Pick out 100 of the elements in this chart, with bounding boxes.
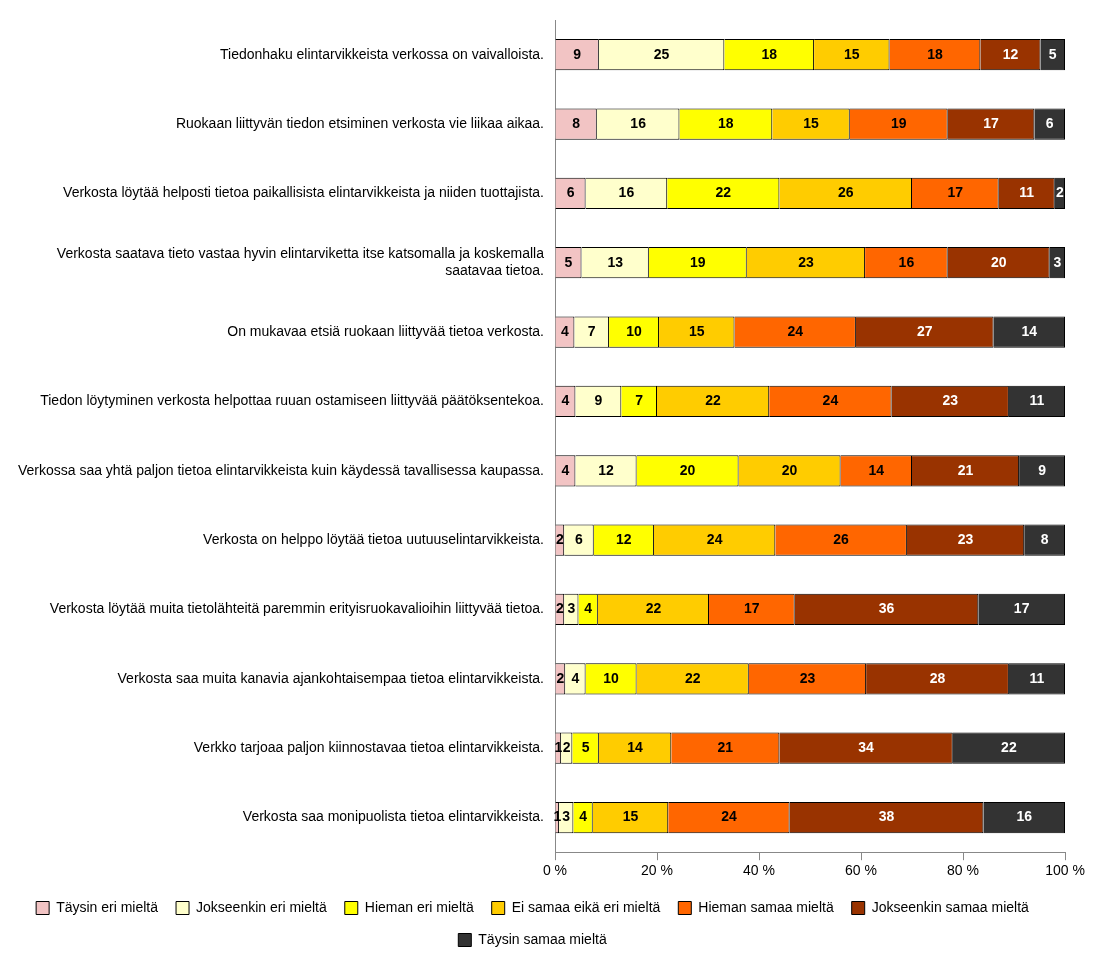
data-label: 9 — [594, 392, 603, 409]
data-label: 25 — [653, 45, 670, 62]
legend-label: Hieman samaa mieltä — [698, 898, 834, 915]
data-label: 3 — [1053, 253, 1062, 270]
data-label: 8 — [572, 114, 581, 131]
data-label: 16 — [898, 253, 915, 270]
data-label: 7 — [587, 322, 596, 339]
data-label: 18 — [718, 114, 734, 131]
data-label: 28 — [929, 669, 946, 686]
x-tick-label: 0 % — [542, 862, 568, 879]
data-label: 23 — [942, 392, 959, 409]
data-label: 18 — [927, 45, 943, 62]
y-tick-label: Verkko tarjoaa paljon kiinnostavaa tietoa elintarvikkeista. — [193, 739, 544, 756]
data-label: 9 — [1038, 461, 1047, 478]
y-tick-label: Verkosta saatava tieto vastaa hyvin elintarviketta itse katsomalla ja koskemalla saatavaa tietoa. — [56, 245, 545, 278]
data-label: 14 — [1021, 322, 1038, 339]
data-label: 17 — [983, 114, 1000, 131]
y-tick-label: Verkosta löytää muita tietolähteitä paremmin erityisruokavalioihin liittyvää tietoa. — [49, 600, 544, 617]
data-label: 24 — [787, 322, 804, 339]
data-label: 10 — [603, 669, 620, 686]
data-label: 24 — [822, 392, 839, 409]
data-label: 24 — [706, 530, 723, 547]
data-label: 24 — [721, 808, 737, 825]
data-label: 15 — [803, 114, 820, 131]
data-label: 11 — [1029, 669, 1045, 686]
data-label: 14 — [627, 739, 644, 756]
data-label: 4 — [579, 808, 588, 825]
data-label: 6 — [566, 184, 575, 201]
data-label: 21 — [957, 461, 974, 478]
data-label: 16 — [1016, 808, 1033, 825]
data-label: 23 — [798, 253, 814, 270]
data-label: 16 — [618, 184, 635, 201]
data-label: 2 — [562, 739, 571, 756]
data-label: 22 — [1001, 739, 1017, 756]
data-label: 2 — [556, 669, 565, 686]
data-label: 20 — [781, 461, 798, 478]
y-tick-label: Verkosta löytää helposti tietoa paikallisista elintarvikkeista ja niiden tuottajista. — [63, 184, 544, 201]
data-label: 17 — [744, 600, 760, 617]
data-label: 4 — [561, 461, 570, 478]
data-label: 18 — [761, 45, 778, 62]
data-label: 27 — [916, 322, 933, 339]
data-label: 15 — [844, 45, 860, 62]
data-label: 5 — [581, 739, 590, 756]
data-label: 19 — [890, 114, 907, 131]
data-label: 23 — [799, 669, 816, 686]
data-label: 14 — [868, 461, 885, 478]
data-label: 11 — [1029, 392, 1045, 409]
data-label: 2 — [1056, 184, 1064, 201]
y-tick-label: Verkossa saa yhtä paljon tietoa elintarvikkeista kuin käydessä tavallisessa kaupassa. — [17, 461, 544, 478]
data-label: 12 — [1002, 45, 1019, 62]
data-label: 4 — [561, 322, 570, 339]
data-label: 15 — [622, 808, 639, 825]
y-tick-label: Verkosta saa monipuolista tietoa elintarvikkeista. — [242, 808, 544, 825]
y-tick-label: Verkosta on helppo löytää tietoa uutuuselintarvikkeista. — [203, 530, 544, 547]
data-label: 9 — [573, 45, 582, 62]
legend-label: Hieman eri mieltä — [364, 898, 474, 915]
data-label: 21 — [717, 739, 734, 756]
y-tick-label: Ruokaan liittyvän tiedon etsiminen verkosta vie liikaa aikaa. — [175, 114, 544, 131]
data-label: 5 — [1048, 45, 1057, 62]
data-label: 11 — [1019, 184, 1035, 201]
legend-label: Täysin eri mieltä — [56, 898, 159, 915]
legend-label: Jokseenkin eri mieltä — [196, 898, 327, 915]
data-label: 12 — [616, 530, 632, 547]
data-label: 6 — [1045, 114, 1054, 131]
legend-label: Ei samaa eikä eri mieltä — [511, 898, 661, 915]
data-label: 22 — [705, 392, 722, 409]
data-label: 3 — [562, 808, 571, 825]
x-tick-label: 100 % — [1045, 862, 1085, 879]
x-tick-label: 20 % — [641, 862, 673, 879]
data-label: 23 — [957, 530, 974, 547]
data-label: 4 — [584, 600, 593, 617]
data-label: 6 — [575, 530, 584, 547]
x-tick-label: 40 % — [743, 862, 775, 879]
data-label: 20 — [679, 461, 696, 478]
data-label: 15 — [688, 322, 705, 339]
data-label: 17 — [1013, 600, 1030, 617]
data-label: 16 — [630, 114, 647, 131]
data-label: 22 — [715, 184, 732, 201]
y-tick-label: On mukavaa etsiä ruokaan liittyvää tietoa verkosta. — [227, 322, 544, 339]
data-label: 5 — [564, 253, 573, 270]
data-label: 19 — [690, 253, 706, 270]
data-label: 20 — [990, 253, 1007, 270]
y-tick-label: Tiedon löytyminen verkosta helpottaa ruuan ostamiseen liittyvää päätöksentekoa. — [40, 392, 544, 409]
data-label: 12 — [598, 461, 614, 478]
x-tick-label: 80 % — [947, 862, 979, 879]
data-label: 26 — [833, 530, 850, 547]
data-label: 3 — [567, 600, 576, 617]
data-label: 13 — [607, 253, 624, 270]
data-label: 38 — [878, 808, 895, 825]
y-tick-label: Tiedonhaku elintarvikkeista verkossa on vaivalloista. — [220, 45, 544, 62]
data-label: 8 — [1040, 530, 1049, 547]
data-label: 10 — [626, 322, 643, 339]
data-label: 7 — [635, 392, 644, 409]
data-label: 36 — [878, 600, 895, 617]
data-label: 22 — [684, 669, 701, 686]
data-label: 4 — [561, 392, 570, 409]
data-label: 17 — [947, 184, 964, 201]
y-tick-label: Verkosta saa muita kanavia ajankohtaisempaa tietoa elintarvikkeista. — [117, 669, 544, 686]
data-label: 22 — [645, 600, 662, 617]
legend-label: Täysin samaa mieltä — [478, 930, 607, 947]
